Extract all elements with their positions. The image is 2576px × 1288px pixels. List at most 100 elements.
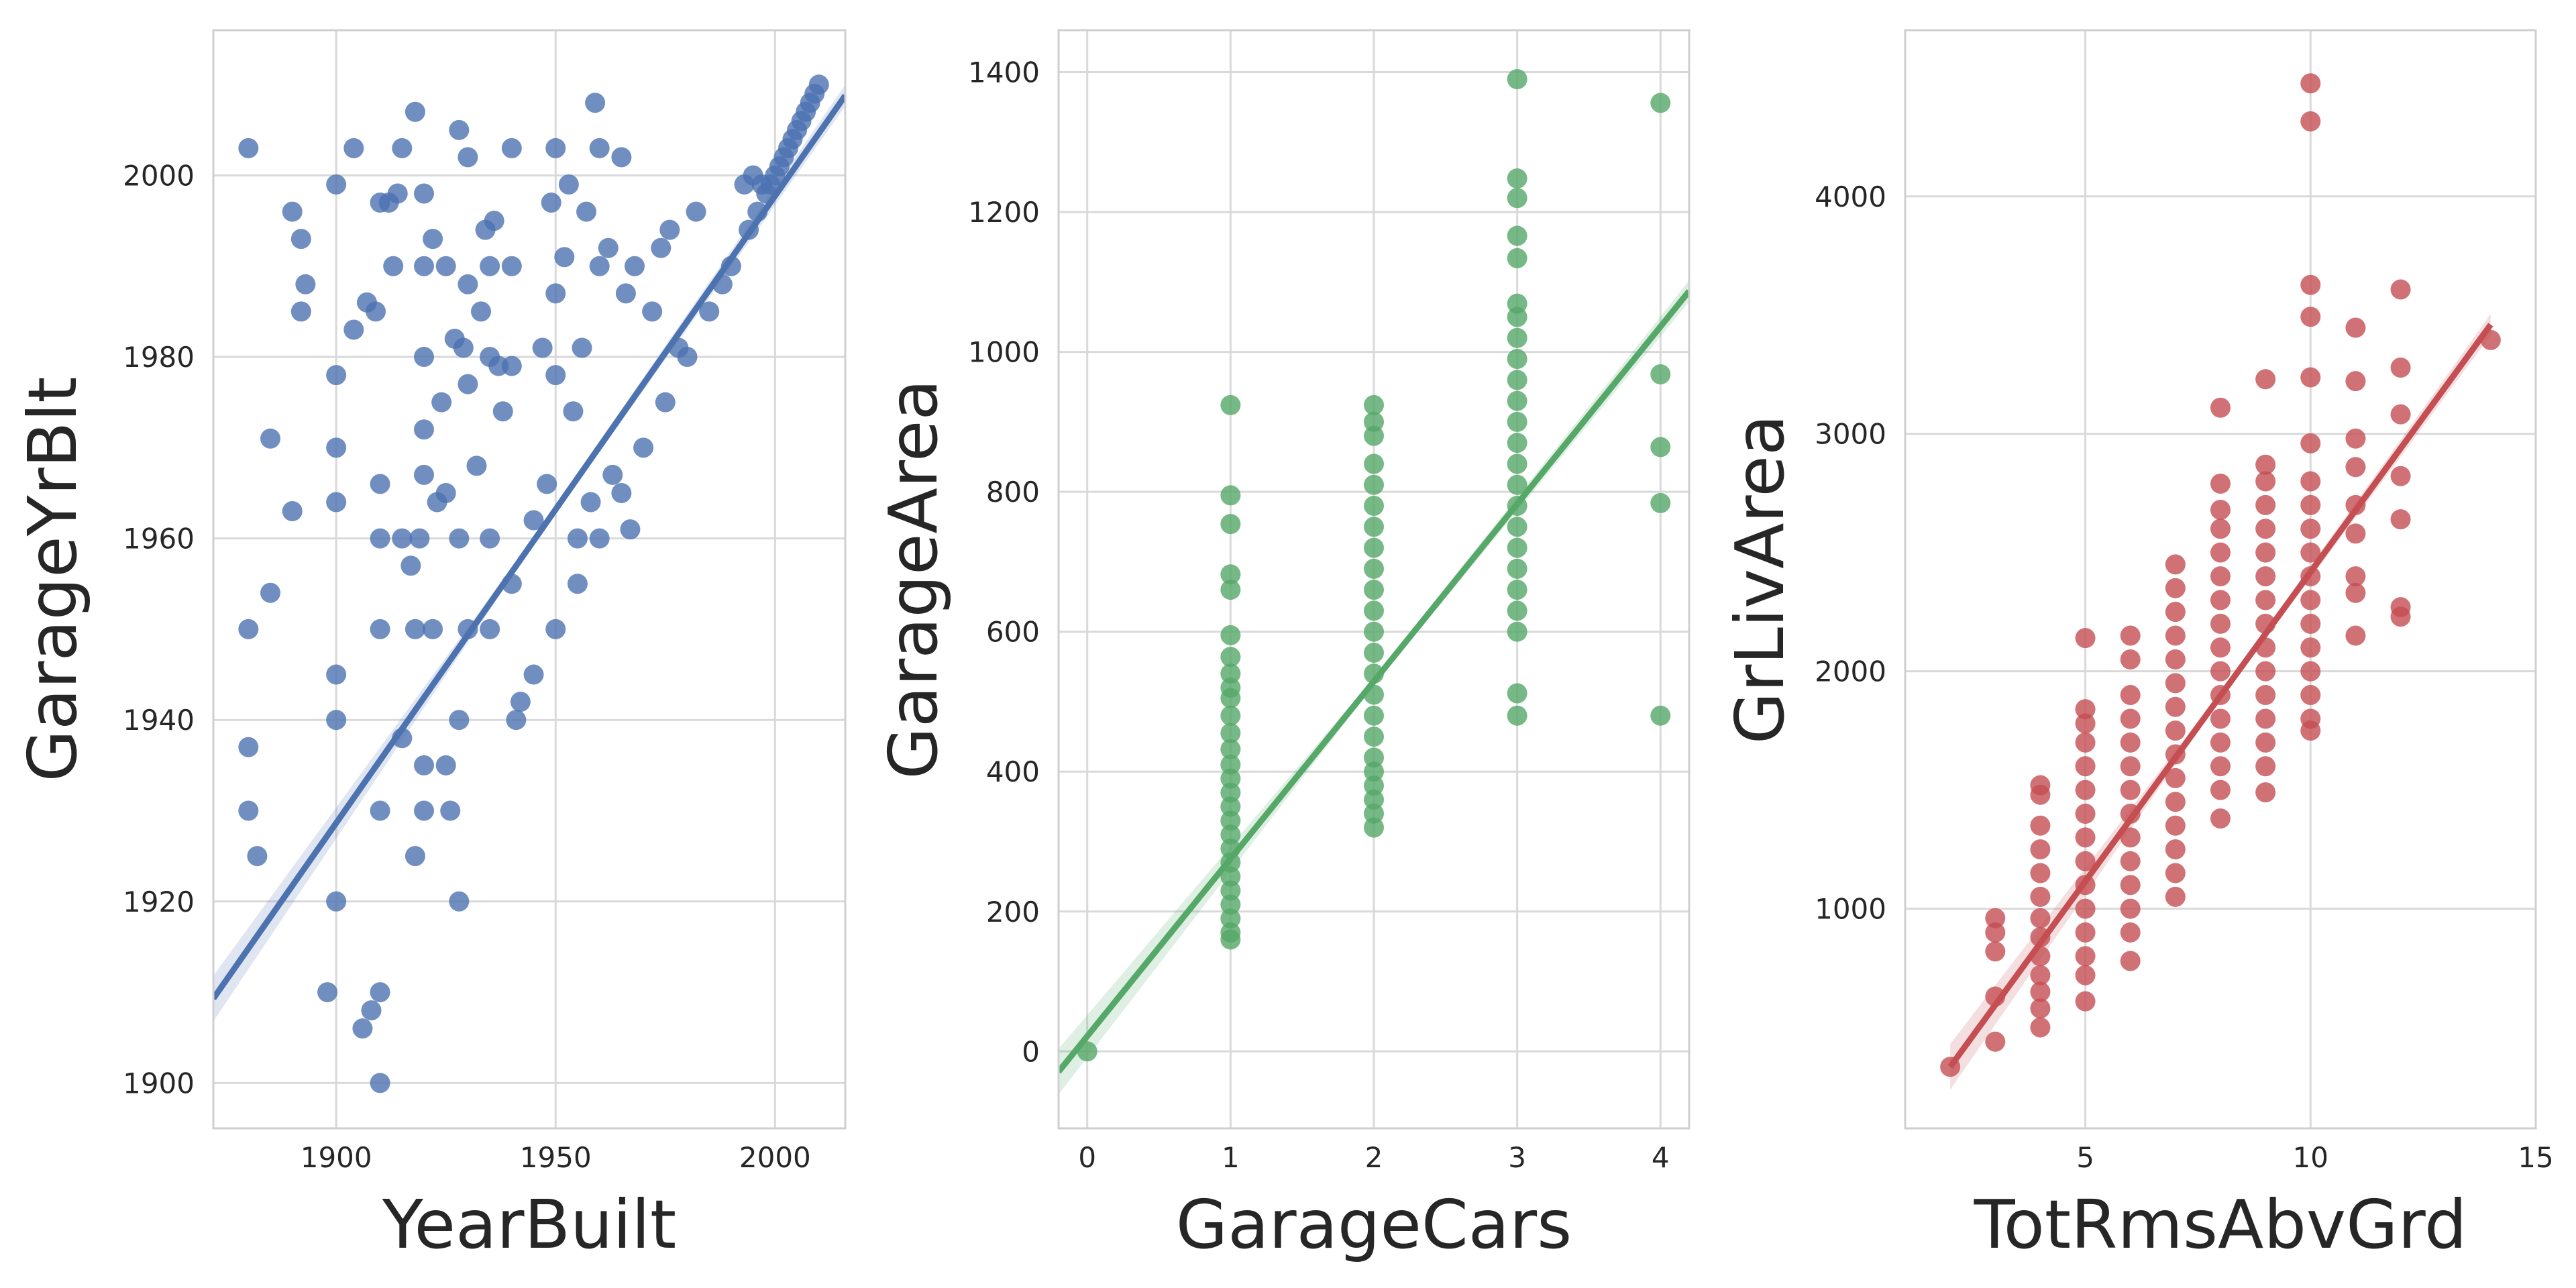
data-point (1364, 747, 1384, 768)
data-point (1507, 370, 1527, 390)
y-tick-label: 400 (986, 755, 1040, 788)
x-tick-label: 10 (2293, 1141, 2328, 1174)
data-point (326, 437, 347, 458)
data-point (2255, 732, 2276, 753)
data-point (423, 229, 443, 250)
data-point (563, 401, 584, 422)
data-point (2030, 998, 2051, 1019)
data-point (480, 256, 500, 276)
data-point (1364, 761, 1384, 782)
x-tick-label: 1900 (301, 1141, 372, 1174)
data-point (1985, 908, 2006, 928)
data-point (2210, 708, 2231, 729)
data-point (1364, 496, 1384, 517)
data-point (290, 301, 311, 322)
data-point (423, 619, 443, 639)
data-point (2075, 965, 2096, 985)
data-point (1985, 922, 2006, 943)
x-tick-label: 3 (1508, 1141, 1526, 1174)
data-point (2210, 613, 2231, 634)
data-point (409, 528, 430, 549)
axes-frame (212, 29, 847, 1130)
data-point (458, 374, 478, 394)
data-point (400, 555, 421, 576)
data-point (2075, 851, 2096, 871)
data-point (405, 619, 425, 639)
data-point (466, 455, 487, 476)
data-point (523, 510, 544, 531)
data-point (1220, 739, 1241, 759)
subplot-1: 1900 1950 2000 1900 1920 1940 1960 1980 2000 Year… (13, 29, 847, 1264)
data-point (282, 501, 303, 522)
data-point (2390, 466, 2411, 486)
data-point (414, 256, 434, 276)
data-point (510, 692, 531, 712)
y-tick-label: 1000 (1815, 893, 1886, 926)
data-point (414, 755, 434, 775)
data-point (1364, 453, 1384, 474)
data-point (370, 528, 390, 549)
data-point (1220, 796, 1241, 817)
data-point (2390, 357, 2411, 378)
subplot-3: 5 10 15 1000 2000 3000 4000 TotRmsAbvGrd GrLivAr… (1721, 29, 2554, 1264)
y-tick-label: 600 (986, 616, 1040, 649)
data-point (2165, 696, 2186, 717)
y-axis-label: GarageArea (874, 379, 953, 779)
data-point (501, 256, 522, 276)
data-point (2300, 661, 2321, 682)
data-point (506, 710, 527, 731)
data-point (326, 492, 347, 513)
data-point (1507, 168, 1527, 189)
data-point (2075, 780, 2096, 800)
data-point (2345, 371, 2366, 392)
data-point (2075, 804, 2096, 824)
data-point (449, 710, 470, 731)
data-point (370, 800, 390, 821)
data-point (598, 237, 619, 258)
data-point (2165, 578, 2186, 598)
data-point (2300, 307, 2321, 327)
data-point (1507, 621, 1527, 642)
y-tick-label: 800 (986, 476, 1040, 508)
data-point (2210, 474, 2231, 494)
data-point (2120, 827, 2141, 848)
y-tick-label: 1400 (968, 56, 1040, 89)
y-tick-label: 1980 (123, 341, 195, 374)
data-point (431, 392, 452, 413)
data-point (2300, 471, 2321, 492)
x-axis-label: TotRmsAbvGrd (1974, 1185, 2467, 1264)
data-point (2075, 991, 2096, 1012)
data-point (2120, 922, 2141, 943)
data-point (2120, 780, 2141, 800)
data-point (2120, 756, 2141, 777)
data-point (2300, 367, 2321, 388)
axes-frame (1057, 29, 1690, 1130)
data-point (435, 755, 456, 775)
data-point (2210, 780, 2231, 800)
data-point (1507, 600, 1527, 621)
data-point (2255, 661, 2276, 682)
data-point (1220, 485, 1241, 506)
data-point (1364, 580, 1384, 600)
data-point (1507, 248, 1527, 268)
data-point (1364, 727, 1384, 747)
data-point (589, 256, 610, 276)
data-point (295, 274, 316, 294)
data-point (414, 464, 434, 485)
data-point (2030, 784, 2051, 805)
data-point (2075, 732, 2096, 753)
data-point (2075, 946, 2096, 967)
data-point (1220, 782, 1241, 803)
data-point (238, 619, 259, 639)
data-point (414, 419, 434, 440)
data-point (2210, 499, 2231, 520)
data-point (1220, 647, 1241, 667)
axes-frame (1904, 29, 2537, 1130)
data-point (2300, 494, 2321, 515)
y-tick-label: 3000 (1815, 418, 1886, 451)
data-point (1364, 803, 1384, 824)
data-point (1507, 580, 1527, 600)
data-point (370, 1073, 390, 1093)
data-point (2255, 782, 2276, 803)
